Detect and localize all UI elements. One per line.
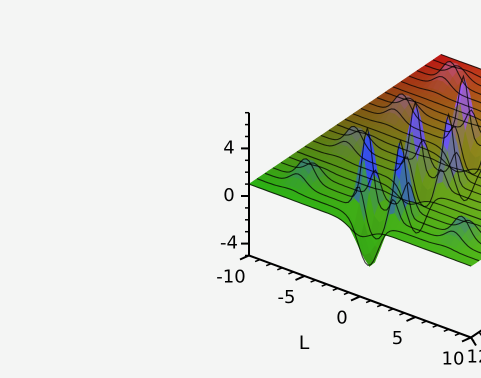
- axes-layer: -404-10-50510L024681012t: [216, 111, 481, 370]
- surface-mesh-line: [400, 80, 481, 112]
- z-tick-label: 4: [223, 137, 234, 158]
- surface-mesh-line: [392, 86, 481, 121]
- l-axis-tick: [343, 291, 350, 296]
- surface-mesh-line: [320, 100, 481, 196]
- surface-mesh-line: [376, 97, 481, 134]
- surface-mesh-line: [416, 61, 481, 95]
- l-axis-tick: [239, 254, 250, 261]
- l-axis-tick: [254, 258, 261, 263]
- surface-mesh-line: [272, 127, 481, 245]
- l-axis-tick: [421, 320, 427, 324]
- surface-patch: [477, 111, 481, 116]
- l-tick-label: 0: [336, 308, 347, 329]
- surface-mesh-line: [424, 64, 481, 87]
- surface-mesh-line: [296, 151, 481, 221]
- surface-mesh-line: [368, 74, 481, 146]
- l-axis-tick: [350, 295, 361, 302]
- surface-mesh-line: [264, 172, 481, 254]
- l-tick-label: -5: [278, 287, 296, 308]
- surface-layer: [248, 53, 481, 268]
- surface-mesh-line: [248, 183, 472, 267]
- surface-mesh-line: [344, 118, 481, 173]
- z-tick-label: -4: [220, 233, 238, 254]
- t-axis-tick: [470, 336, 477, 347]
- l-axis-title: L: [299, 332, 310, 354]
- l-tick-label: -10: [216, 267, 245, 288]
- l-tick-label: 10: [442, 349, 465, 370]
- l-axis-tick: [295, 275, 305, 281]
- surface-mesh-line: [408, 75, 481, 104]
- l-axis-tick: [310, 279, 316, 283]
- l-axis-tick: [288, 271, 294, 275]
- surface-mesh-line: [440, 53, 481, 70]
- surface-mesh-line: [304, 145, 481, 234]
- surface-mesh-line: [384, 91, 481, 128]
- t-tick-label: 12: [467, 347, 481, 368]
- l-axis-tick: [461, 336, 472, 343]
- l-axis-tick: [399, 312, 405, 316]
- l-axis-tick: [277, 267, 283, 271]
- l-axis-tick: [388, 308, 394, 312]
- l-axis-tick: [454, 332, 461, 337]
- l-axis-tick: [265, 263, 272, 267]
- l-axis-tick: [332, 287, 339, 291]
- l-axis-tick: [443, 328, 450, 332]
- surface-mesh-line: [256, 178, 480, 267]
- l-axis-tick: [365, 299, 372, 304]
- z-tick-label: 0: [223, 185, 234, 206]
- l-axis-tick: [432, 324, 438, 328]
- l-axis-tick: [376, 304, 383, 308]
- surface-mesh-line: [352, 113, 481, 202]
- l-tick-label: 5: [392, 328, 403, 349]
- surface-patch: [477, 106, 481, 111]
- l-axis-tick: [406, 316, 416, 322]
- surface-mesh-line: [336, 124, 481, 179]
- l-axis-tick: [321, 283, 327, 287]
- surface-patch: [477, 95, 481, 100]
- surface-mesh-line: [432, 59, 481, 78]
